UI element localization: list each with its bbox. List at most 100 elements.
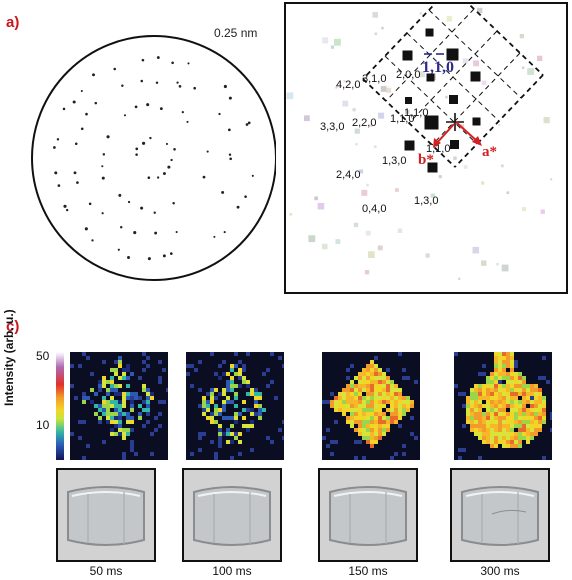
noise-speck: [335, 86, 338, 89]
intensity-pixel: [110, 416, 114, 420]
intensity-pixel: [354, 420, 358, 424]
intensity-pixel: [186, 372, 190, 376]
intensity-pixel: [254, 392, 258, 396]
intensity-pixel: [206, 392, 210, 396]
intensity-pixel: [382, 392, 386, 396]
intensity-pixel: [526, 400, 530, 404]
crystal-photo-300ms: [450, 468, 550, 562]
noise-speck: [536, 55, 543, 62]
noise-speck: [481, 80, 487, 85]
intensity-pixel: [494, 392, 498, 396]
intensity-pixel: [118, 376, 122, 380]
intensity-pixel: [506, 352, 510, 356]
noise-speck: [372, 12, 379, 18]
intensity-pixel: [350, 388, 354, 392]
intensity-pixel: [366, 372, 370, 376]
noise-speck: [550, 178, 553, 181]
intensity-pixel: [454, 352, 458, 356]
intensity-pixel: [198, 448, 202, 452]
intensity-pixel: [398, 352, 402, 356]
intensity-pixel: [126, 392, 130, 396]
intensity-pixel: [522, 424, 526, 428]
noise-speck: [506, 191, 510, 195]
intensity-pixel: [386, 376, 390, 380]
intensity-pixel: [398, 396, 402, 400]
intensity-pixel: [374, 384, 378, 388]
intensity-pixel: [146, 404, 150, 408]
intensity-pixel: [358, 376, 362, 380]
intensity-pixel: [542, 396, 546, 400]
intensity-pixel: [334, 396, 338, 400]
intensity-pixel: [510, 444, 514, 448]
intensity-pixel: [258, 396, 262, 400]
intensity-pixel: [230, 432, 234, 436]
intensity-pixel: [350, 364, 354, 368]
intensity-pixel: [382, 388, 386, 392]
intensity-pixel: [250, 408, 254, 412]
intensity-pixel: [326, 444, 330, 448]
intensity-pixel: [382, 384, 386, 388]
diffraction-spot: [162, 172, 166, 176]
intensity-map-100ms: [186, 352, 284, 460]
intensity-pixel: [126, 368, 130, 372]
intensity-pixel: [358, 412, 362, 416]
noise-speck: [304, 115, 310, 122]
diffraction-spot: [135, 147, 139, 151]
noise-speck: [366, 183, 369, 187]
intensity-pixel: [250, 420, 254, 424]
lattice-spot: [446, 48, 459, 61]
intensity-pixel: [478, 388, 482, 392]
intensity-pixel: [534, 432, 538, 436]
intensity-pixel: [514, 380, 518, 384]
intensity-pixel: [482, 440, 486, 444]
intensity-pixel: [490, 380, 494, 384]
diffraction-spot: [206, 150, 209, 153]
intensity-pixel: [238, 440, 242, 444]
intensity-pixel: [374, 388, 378, 392]
intensity-pixel: [398, 404, 402, 408]
intensity-pixel: [378, 424, 382, 428]
intensity-pixel: [234, 396, 238, 400]
intensity-pixel: [410, 404, 414, 408]
intensity-pixel: [510, 368, 514, 372]
intensity-pixel: [398, 416, 402, 420]
intensity-pixel: [510, 388, 514, 392]
intensity-pixel: [342, 404, 346, 408]
intensity-pixel: [366, 408, 370, 412]
intensity-pixel: [462, 448, 466, 452]
intensity-pixel: [106, 408, 110, 412]
intensity-pixel: [402, 376, 406, 380]
intensity-pixel: [494, 360, 498, 364]
intensity-pixel: [390, 404, 394, 408]
intensity-pixel: [378, 380, 382, 384]
intensity-pixel: [526, 412, 530, 416]
intensity-pixel: [482, 420, 486, 424]
intensity-pixel: [534, 396, 538, 400]
intensity-pixel: [526, 388, 530, 392]
intensity-pixel: [370, 408, 374, 412]
intensity-pixel: [378, 400, 382, 404]
intensity-pixel: [482, 404, 486, 408]
intensity-pixel: [482, 372, 486, 376]
intensity-pixel: [510, 360, 514, 364]
intensity-pixel: [498, 356, 502, 360]
intensity-pixel: [478, 400, 482, 404]
intensity-pixel: [454, 384, 458, 388]
diffraction-spot: [173, 148, 176, 151]
intensity-pixel: [510, 440, 514, 444]
intensity-pixel: [510, 428, 514, 432]
diffraction-spot: [181, 110, 184, 114]
noise-speck: [365, 230, 371, 236]
noise-speck: [317, 202, 325, 210]
intensity-pixel: [522, 384, 526, 388]
intensity-pixel: [358, 428, 362, 432]
intensity-pixel: [490, 424, 494, 428]
intensity-pixel: [330, 452, 334, 456]
intensity-pixel: [246, 380, 250, 384]
diffraction-circle: [31, 35, 277, 281]
intensity-pixel: [110, 384, 114, 388]
intensity-pixel: [370, 364, 374, 368]
intensity-pixel: [478, 456, 482, 460]
intensity-pixel: [490, 372, 494, 376]
intensity-pixel: [486, 416, 490, 420]
